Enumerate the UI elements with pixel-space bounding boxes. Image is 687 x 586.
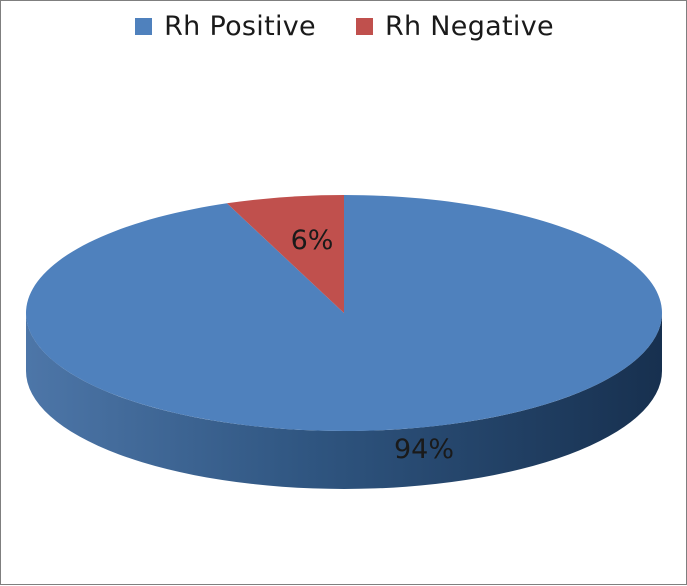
legend-label-rh-positive: Rh Positive <box>164 11 316 42</box>
pie-side <box>26 313 662 489</box>
chart-legend: Rh Positive Rh Negative <box>1 11 687 42</box>
data-label-rh-negative: 6% <box>291 225 334 256</box>
pie-labels: 94% 6% <box>291 225 454 465</box>
pie-side-wall <box>26 313 662 489</box>
legend-swatch-rh-positive <box>135 18 153 35</box>
pie-top <box>26 195 662 431</box>
legend-label-rh-negative: Rh Negative <box>384 11 554 42</box>
legend-item-rh-positive: Rh Positive <box>135 11 316 42</box>
data-label-rh-positive: 94% <box>394 434 454 465</box>
legend-item-rh-negative: Rh Negative <box>355 11 554 42</box>
legend-swatch-rh-negative <box>355 18 373 35</box>
pie-slice-rh-negative <box>226 195 344 313</box>
pie-slice-rh-positive <box>26 195 662 431</box>
